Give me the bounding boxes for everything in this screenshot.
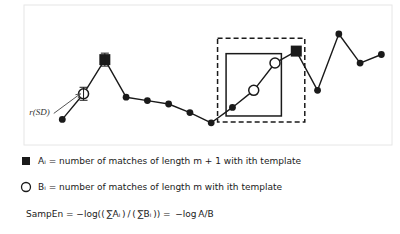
point [335,31,342,38]
point [357,60,364,67]
error-stem [83,87,84,100]
error-cap [101,53,109,54]
point [144,97,151,104]
point [187,109,194,116]
error-cap [80,100,88,101]
formula: SampEn = −log(( ∑Aᵢ ) / ( ∑Bᵢ )) = −log … [26,209,214,219]
error-cap [101,66,109,67]
point [314,87,321,94]
open-point [249,85,259,95]
dashed-box [218,38,305,122]
plot-frame [24,5,392,145]
annotation-arrowhead [75,94,80,98]
legend-entry: Aᵢ = number of matches of length m + 1 w… [38,156,301,166]
chart: r(SD) Aᵢ = number of matches of length m … [0,0,400,234]
point [123,94,130,101]
annotation: r(SD) [29,107,49,117]
point [229,104,236,111]
point [208,119,215,126]
legend-marker [22,183,31,192]
square-point [291,46,302,57]
solid-box [226,54,281,116]
point [165,101,172,108]
error-cap [80,87,88,88]
point [59,116,66,123]
open-point [270,58,280,68]
legend-marker [22,157,30,165]
square-point [99,54,110,65]
line [62,34,381,123]
error-stem [104,53,105,66]
annotation-arrow [54,94,81,114]
point [378,51,385,58]
legend-entry: Bᵢ = number of matches of length m with … [38,182,282,192]
error-bar [101,53,109,66]
plot-area [59,31,385,127]
